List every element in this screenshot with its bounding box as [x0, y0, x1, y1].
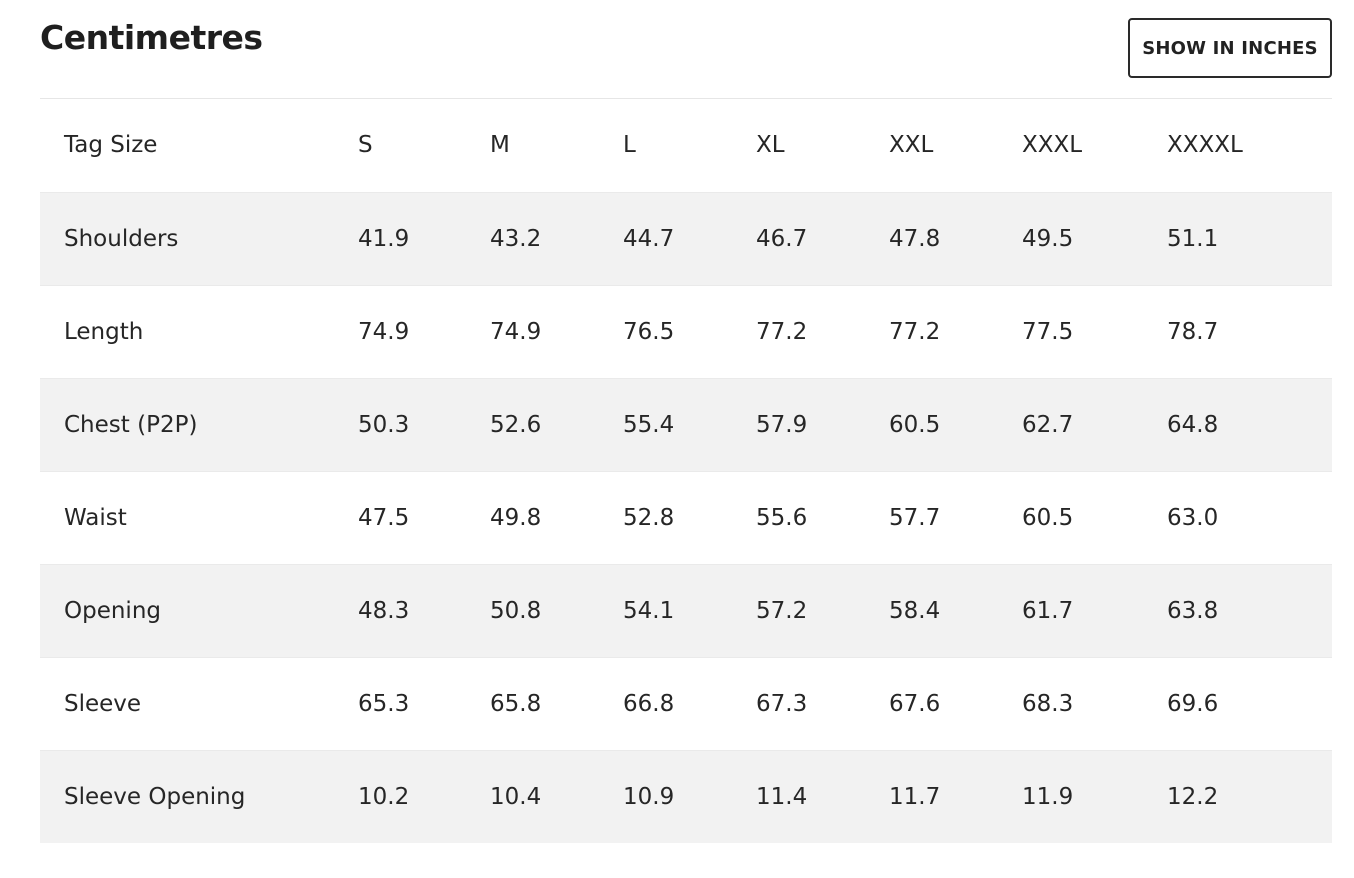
table-cell: 57.2	[756, 597, 808, 624]
table-cell: 55.6	[756, 504, 808, 531]
table-cell: 67.3	[756, 690, 808, 717]
table-cell: 47.5	[358, 504, 410, 531]
table-cell: 76.5	[623, 318, 675, 345]
table-header-row: Tag Size S M L XL XXL XXXL XXXXL	[40, 99, 1332, 192]
table-cell: 43.2	[490, 225, 542, 252]
column-header-tag-size: Tag Size	[64, 132, 158, 159]
table-cell: 47.8	[889, 225, 941, 252]
size-chart: Centimetres SHOW IN INCHES Tag Size S M …	[40, 0, 1332, 843]
table-cell: 10.4	[490, 783, 542, 810]
table-cell: 57.9	[756, 411, 808, 438]
table-cell: 57.7	[889, 504, 941, 531]
table-cell: 68.3	[1022, 690, 1074, 717]
table-cell: 11.7	[889, 783, 941, 810]
table-cell: 66.8	[623, 690, 675, 717]
table-row: Opening 48.3 50.8 54.1 57.2 58.4 61.7 63…	[40, 564, 1332, 657]
column-header-xl: XL	[756, 132, 785, 159]
table-cell: 51.1	[1167, 225, 1219, 252]
table-row: Chest (P2P) 50.3 52.6 55.4 57.9 60.5 62.…	[40, 378, 1332, 471]
table-cell: 11.4	[756, 783, 808, 810]
table-cell: 65.8	[490, 690, 542, 717]
table-cell: 74.9	[358, 318, 410, 345]
table-cell: 69.6	[1167, 690, 1219, 717]
size-table: Tag Size S M L XL XXL XXXL XXXXL Shoulde…	[40, 99, 1332, 843]
row-label: Length	[64, 318, 144, 345]
column-header-xxxxl: XXXXL	[1167, 132, 1243, 159]
table-cell: 48.3	[358, 597, 410, 624]
table-row: Waist 47.5 49.8 52.8 55.6 57.7 60.5 63.0	[40, 471, 1332, 564]
show-in-inches-button[interactable]: SHOW IN INCHES	[1128, 18, 1332, 78]
table-cell: 64.8	[1167, 411, 1219, 438]
table-cell: 78.7	[1167, 318, 1219, 345]
table-cell: 10.2	[358, 783, 410, 810]
table-cell: 63.0	[1167, 504, 1219, 531]
table-cell: 49.5	[1022, 225, 1074, 252]
table-cell: 61.7	[1022, 597, 1074, 624]
table-cell: 12.2	[1167, 783, 1219, 810]
table-row: Sleeve Opening 10.2 10.4 10.9 11.4 11.7 …	[40, 750, 1332, 843]
table-cell: 74.9	[490, 318, 542, 345]
row-label: Shoulders	[64, 225, 179, 252]
table-row: Length 74.9 74.9 76.5 77.2 77.2 77.5 78.…	[40, 285, 1332, 378]
table-cell: 65.3	[358, 690, 410, 717]
table-cell: 77.2	[756, 318, 808, 345]
table-cell: 46.7	[756, 225, 808, 252]
table-row: Shoulders 41.9 43.2 44.7 46.7 47.8 49.5 …	[40, 192, 1332, 285]
column-header-s: S	[358, 132, 373, 159]
table-cell: 52.6	[490, 411, 542, 438]
table-cell: 67.6	[889, 690, 941, 717]
table-cell: 50.3	[358, 411, 410, 438]
table-cell: 60.5	[889, 411, 941, 438]
table-cell: 54.1	[623, 597, 675, 624]
row-label: Sleeve	[64, 690, 142, 717]
table-row: Sleeve 65.3 65.8 66.8 67.3 67.6 68.3 69.…	[40, 657, 1332, 750]
row-label: Sleeve Opening	[64, 783, 246, 810]
table-cell: 10.9	[623, 783, 675, 810]
table-cell: 58.4	[889, 597, 941, 624]
table-cell: 50.8	[490, 597, 542, 624]
size-chart-header: Centimetres SHOW IN INCHES	[40, 0, 1332, 99]
column-header-xxxl: XXXL	[1022, 132, 1083, 159]
table-cell: 44.7	[623, 225, 675, 252]
table-cell: 60.5	[1022, 504, 1074, 531]
table-cell: 55.4	[623, 411, 675, 438]
table-cell: 77.5	[1022, 318, 1074, 345]
table-cell: 41.9	[358, 225, 410, 252]
column-header-m: M	[490, 132, 510, 159]
row-label: Waist	[64, 504, 127, 531]
table-cell: 11.9	[1022, 783, 1074, 810]
table-cell: 77.2	[889, 318, 941, 345]
table-cell: 62.7	[1022, 411, 1074, 438]
table-cell: 63.8	[1167, 597, 1219, 624]
row-label: Opening	[64, 597, 161, 624]
row-label: Chest (P2P)	[64, 411, 198, 438]
page-title: Centimetres	[40, 18, 263, 57]
table-cell: 49.8	[490, 504, 542, 531]
column-header-l: L	[623, 132, 636, 159]
table-cell: 52.8	[623, 504, 675, 531]
column-header-xxl: XXL	[889, 132, 934, 159]
